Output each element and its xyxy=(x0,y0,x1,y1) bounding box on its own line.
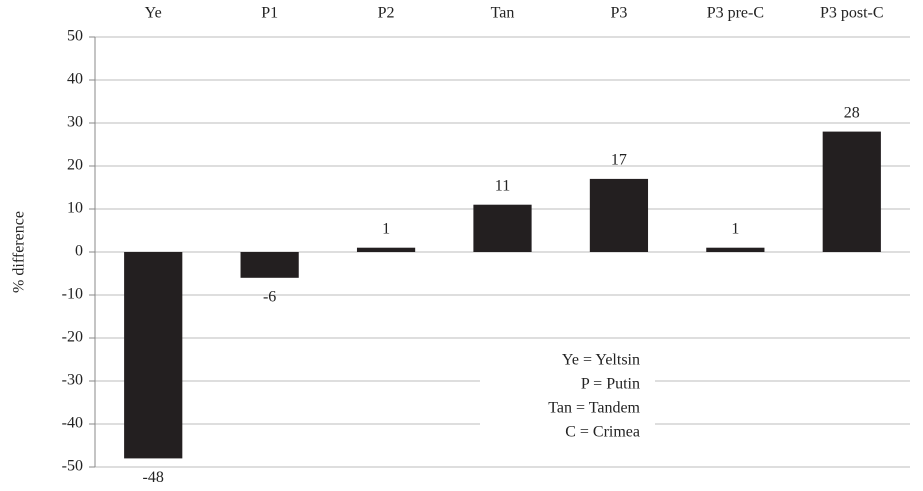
data-label: 28 xyxy=(844,104,860,121)
bar xyxy=(822,131,881,252)
bar xyxy=(473,204,532,252)
bar xyxy=(356,247,416,252)
y-tick-label: 0 xyxy=(75,243,83,260)
category-label: P2 xyxy=(378,5,395,22)
category-label: Ye xyxy=(145,5,162,22)
bar xyxy=(240,252,299,278)
y-tick-label: 50 xyxy=(67,28,83,45)
category-label: P3 post-C xyxy=(820,5,884,22)
y-tick-label: 30 xyxy=(67,114,83,131)
annotation: P = Putin xyxy=(581,376,640,393)
y-tick-label: 20 xyxy=(67,157,83,174)
data-label: -6 xyxy=(263,288,276,305)
y-tick-label: -40 xyxy=(62,415,83,432)
data-label: 1 xyxy=(382,220,390,237)
annotation: Tan = Tandem xyxy=(548,400,640,417)
y-tick-label: 40 xyxy=(67,71,83,88)
data-label: 17 xyxy=(611,152,627,169)
category-label: P3 pre-C xyxy=(707,5,764,22)
category-label: P3 xyxy=(610,5,627,22)
category-label: P1 xyxy=(261,5,278,22)
y-tick-label: -50 xyxy=(62,458,83,475)
y-tick-label: -30 xyxy=(62,372,83,389)
y-tick-label: -10 xyxy=(62,286,83,303)
data-label: -48 xyxy=(143,469,164,486)
data-label: 11 xyxy=(495,177,510,194)
annotation: C = Crimea xyxy=(565,424,640,441)
y-tick-label: -20 xyxy=(62,329,83,346)
data-label: 1 xyxy=(731,220,739,237)
y-axis-label: % difference xyxy=(11,211,28,293)
annotation: Ye = Yeltsin xyxy=(562,352,640,369)
y-tick-label: 10 xyxy=(67,200,83,217)
bar xyxy=(124,252,183,459)
category-label: Tan xyxy=(491,5,515,22)
bar xyxy=(706,247,765,252)
bar xyxy=(589,178,649,252)
annotation-box xyxy=(480,347,655,445)
